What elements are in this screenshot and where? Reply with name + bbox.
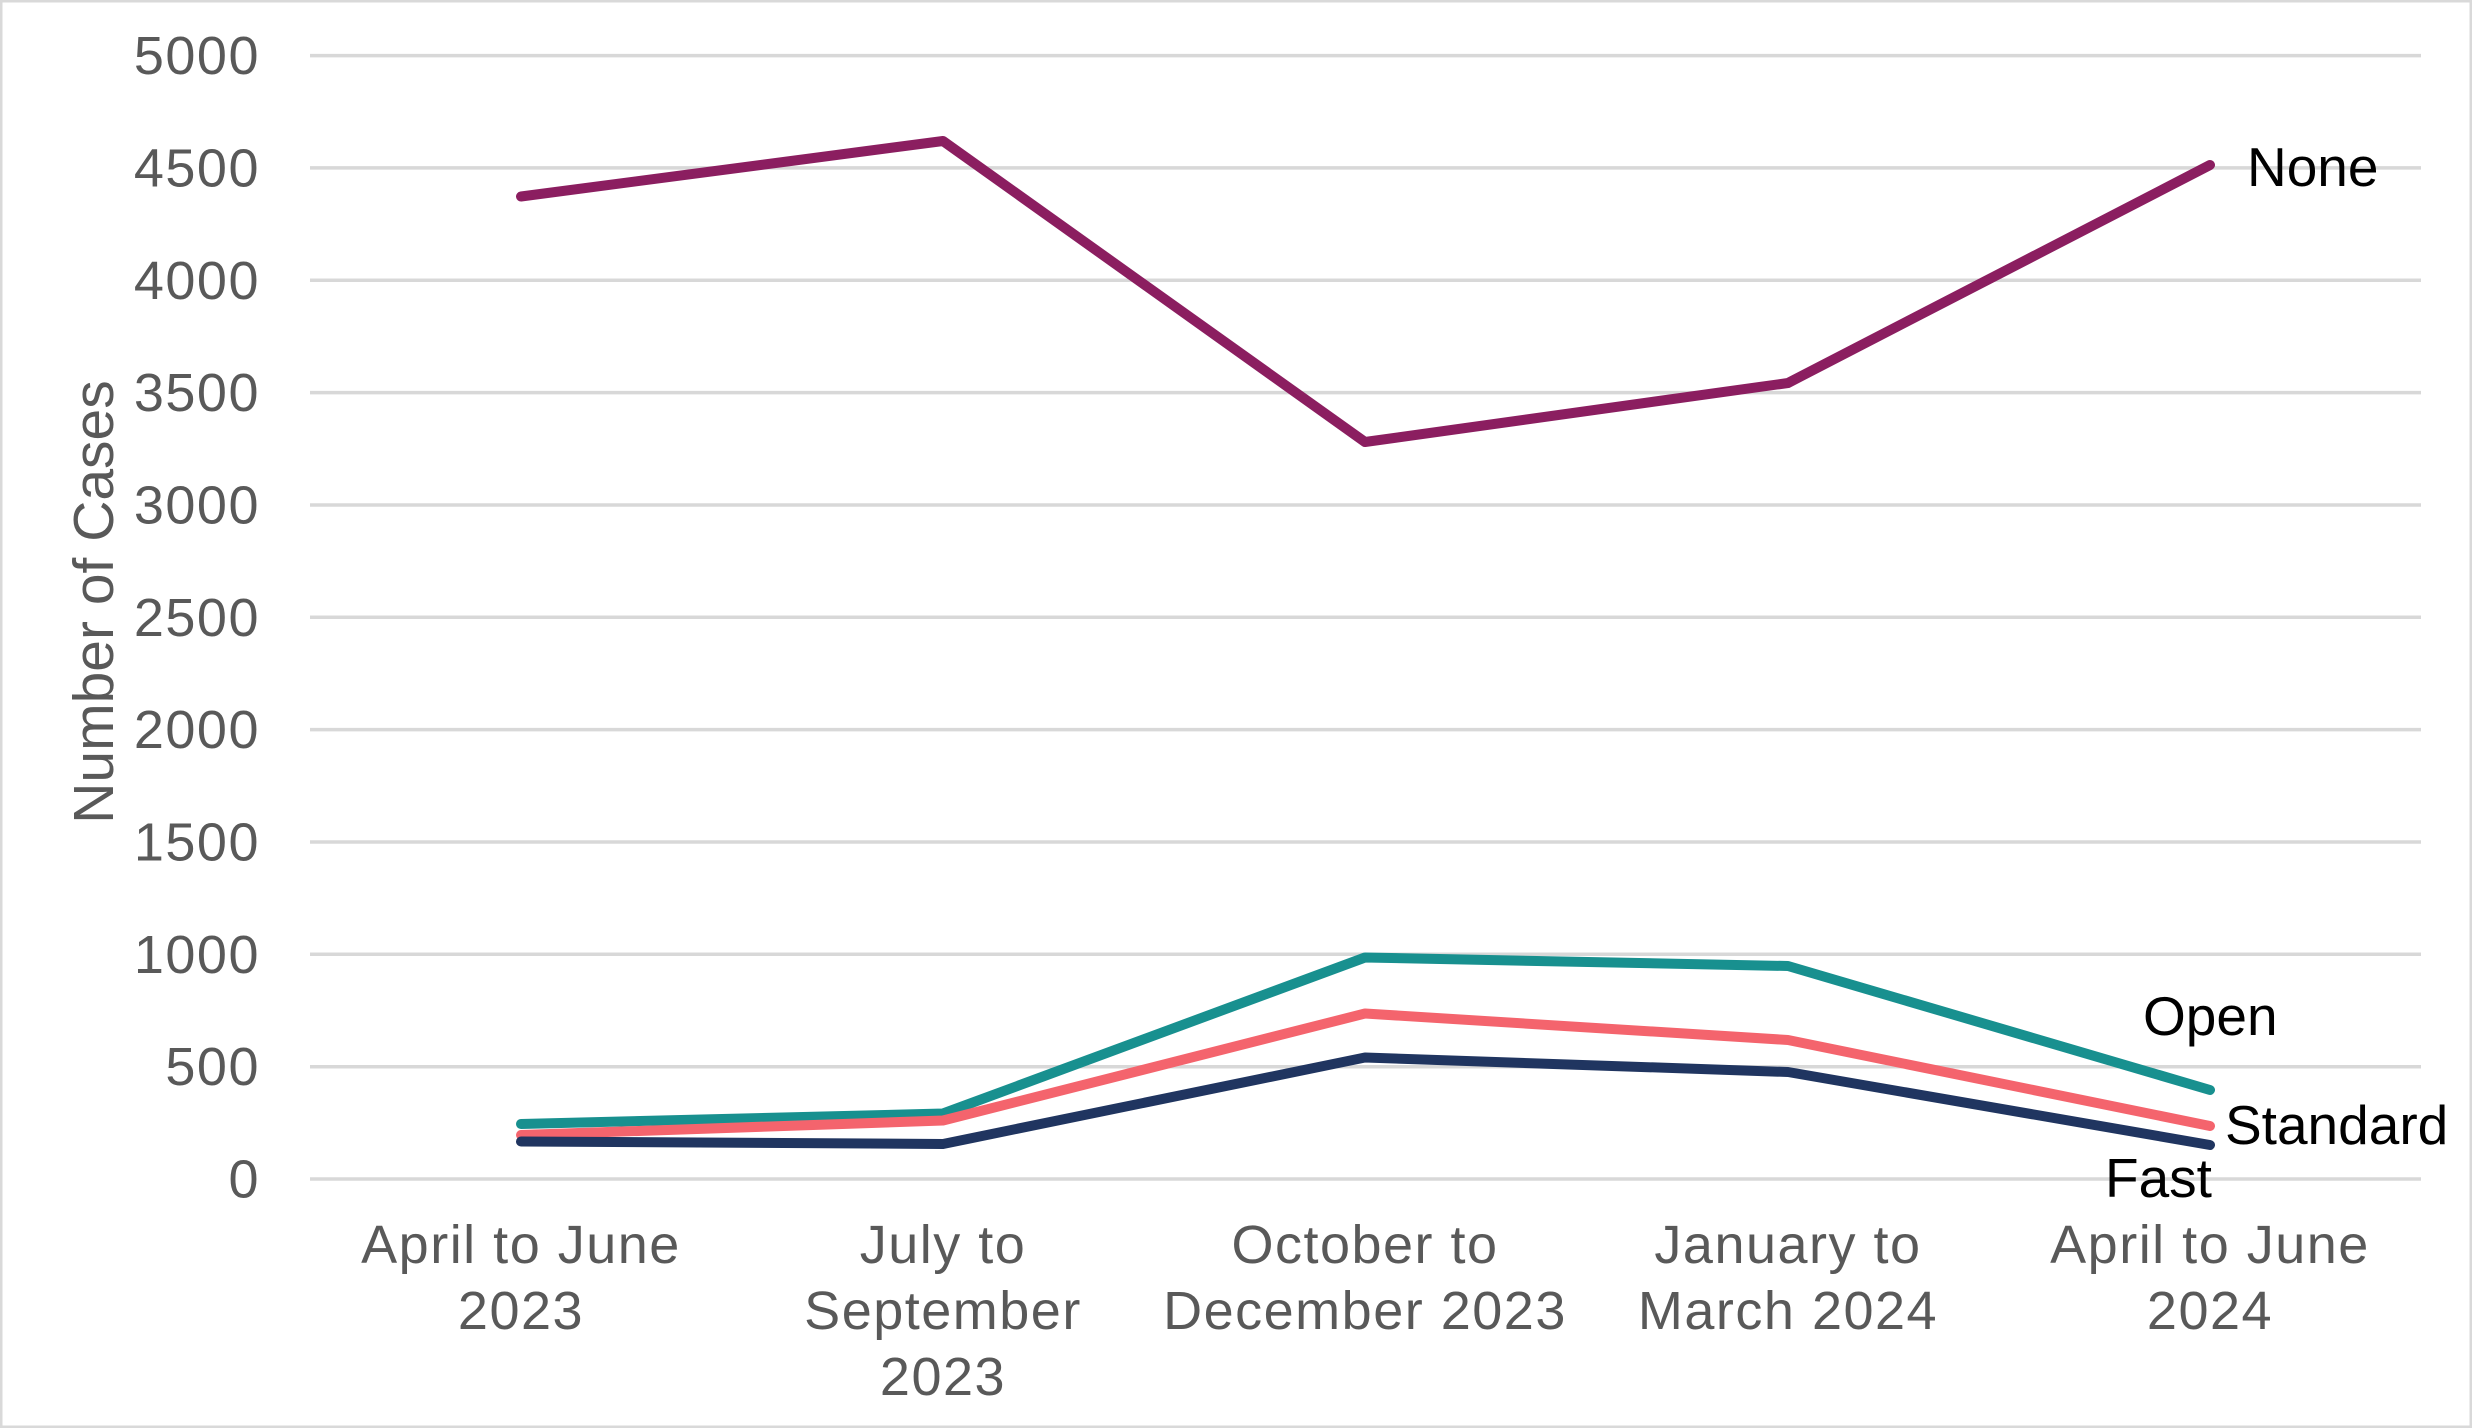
svg-text:September: September [804, 1281, 1082, 1341]
svg-text:April to June: April to June [2050, 1215, 2370, 1275]
svg-text:2000: 2000 [134, 700, 260, 760]
svg-text:1000: 1000 [134, 925, 260, 985]
svg-text:2023: 2023 [880, 1347, 1006, 1407]
svg-text:Fast: Fast [2105, 1147, 2212, 1209]
svg-text:2023: 2023 [458, 1281, 584, 1341]
svg-text:January to: January to [1654, 1215, 1921, 1275]
svg-text:December 2023: December 2023 [1163, 1281, 1567, 1341]
svg-text:5000: 5000 [134, 26, 260, 86]
svg-text:4000: 4000 [134, 251, 260, 311]
svg-text:1500: 1500 [134, 813, 260, 873]
svg-text:July to: July to [860, 1215, 1027, 1275]
svg-text:October to: October to [1231, 1215, 1498, 1275]
svg-text:April to June: April to June [361, 1215, 681, 1275]
svg-text:0: 0 [228, 1150, 260, 1210]
svg-text:3000: 3000 [134, 476, 260, 536]
svg-text:500: 500 [165, 1037, 260, 1097]
svg-text:3500: 3500 [134, 363, 260, 423]
svg-text:2500: 2500 [134, 588, 260, 648]
svg-text:Number of Cases: Number of Cases [62, 380, 126, 824]
svg-text:Open: Open [2143, 985, 2278, 1047]
svg-text:2024: 2024 [2147, 1281, 2273, 1341]
svg-text:4500: 4500 [134, 138, 260, 198]
svg-text:None: None [2247, 136, 2378, 198]
svg-text:March 2024: March 2024 [1638, 1281, 1938, 1341]
svg-text:Standard: Standard [2225, 1094, 2448, 1156]
